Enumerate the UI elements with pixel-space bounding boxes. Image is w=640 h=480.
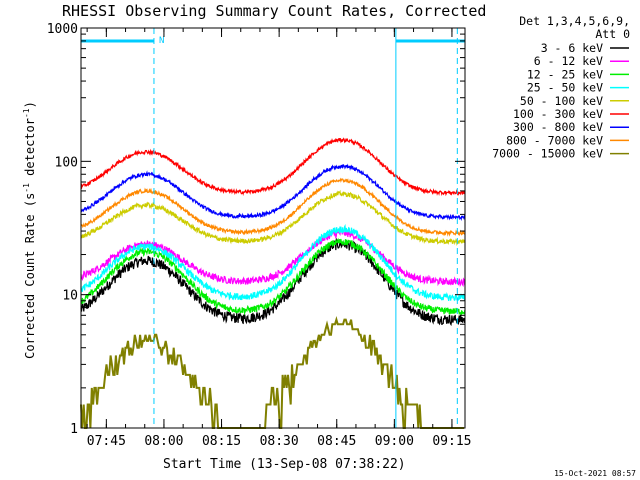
legend-label-5: 50 - 100 keV [520,94,603,108]
x-tick-label: 07:45 [87,434,126,449]
series-line-9 [80,316,464,429]
footer-timestamp: 15-Oct-2021 08:57 [554,469,636,478]
y-tick-label: 100 [55,155,78,170]
x-tick-label: 08:45 [317,434,356,449]
chart-title: RHESSI Observing Summary Count Rates, Co… [62,2,486,20]
legend-label-1: 3 - 6 keV [541,41,603,55]
legend-label-9: 7000 - 15000 keV [492,147,603,161]
x-tick-label: 08:30 [260,434,299,449]
plot-frame [80,27,466,429]
legend-label-3: 12 - 25 keV [527,67,603,81]
plot-area: N 1 10 100 1000 07:45 08:00 08:15 08:30 08:45 09:0… [47,22,472,449]
series-line-6 [80,137,466,197]
y-tick-label: 1000 [47,22,78,37]
x-tick-label: 09:00 [375,434,414,449]
x-tick-label: 08:00 [144,434,183,449]
series-line-8 [80,177,466,237]
legend-label-8: 800 - 7000 keV [506,133,603,147]
x-tick-label: 08:15 [202,434,241,449]
y-tick-label: 10 [62,289,78,304]
series-line-3 [80,237,466,316]
series-line-1 [80,237,466,327]
series-line-2 [80,228,466,288]
legend-label-4: 25 - 50 keV [527,81,603,95]
legend-label-2: 6 - 12 keV [534,54,603,68]
y-tick-label: 1 [70,422,78,437]
flag-label: N [159,36,164,46]
legend-header-line-2: Att 0 [595,27,630,41]
series-line-4 [80,223,466,302]
x-axis-label: Start Time (13-Sep-08 07:38:22) [163,457,406,472]
legend-label-7: 300 - 800 keV [513,120,603,134]
legend-label-6: 100 - 300 keV [513,107,603,121]
series-line-7 [80,163,465,222]
series-line-5 [80,189,466,246]
y-axis-label: Corrected Count Rate (s-1 detector-1) [22,101,37,359]
x-tick-label: 09:15 [432,434,471,449]
legend-header-line-1: Det 1,3,4,5,6,9, [519,14,630,28]
